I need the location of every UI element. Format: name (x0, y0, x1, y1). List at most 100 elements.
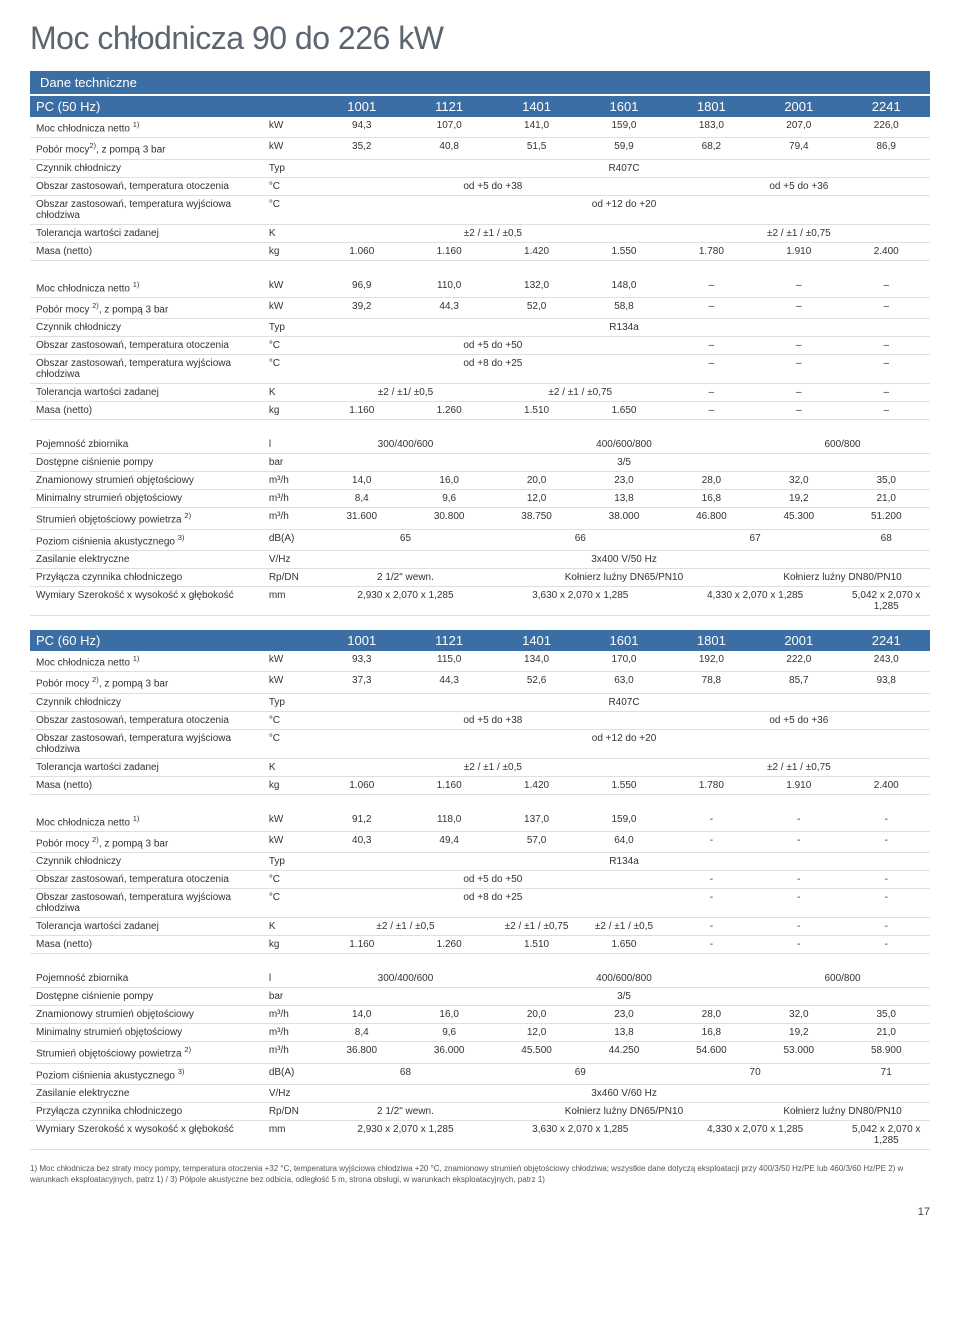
cell-value: 1.260 (405, 936, 492, 954)
row-unit: mm (263, 586, 318, 615)
row-unit: m³/h (263, 1006, 318, 1024)
row-label: Moc chłodnicza netto 1) (30, 117, 263, 138)
row-label: Obszar zastosowań, temperatura otoczenia (30, 177, 263, 195)
row-unit: °C (263, 871, 318, 889)
cell-group: 4,330 x 2,070 x 1,285 (668, 586, 843, 615)
cell-span: od +12 do +20 (318, 729, 930, 758)
row-unit: K (263, 384, 318, 402)
cell-group: - (755, 871, 842, 889)
cell-value: 79,4 (755, 138, 842, 159)
cell-value: 159,0 (580, 117, 667, 138)
cell-value: 1.160 (405, 242, 492, 260)
cell-value: 1.650 (580, 402, 667, 420)
cell-span: od +12 do +20 (318, 195, 930, 224)
cell-value: 32,0 (755, 1006, 842, 1024)
cell-group: 2,930 x 2,070 x 1,285 (318, 1120, 493, 1149)
row-label: Znamionowy strumień objętościowy (30, 1006, 263, 1024)
row-unit: mm (263, 1120, 318, 1149)
cell-group: – (842, 355, 930, 384)
row-label: Masa (netto) (30, 936, 263, 954)
cell-value: 58,8 (580, 297, 667, 318)
cell-value: 207,0 (755, 117, 842, 138)
table-row: Obszar zastosowań, temperatura otoczenia… (30, 337, 930, 355)
table-title: PC (50 Hz) (30, 96, 318, 117)
row-label: Minimalny strumień objętościowy (30, 1024, 263, 1042)
row-label: Dostępne ciśnienie pompy (30, 988, 263, 1006)
cell-group: 66 (493, 529, 668, 550)
cell-group: – (668, 384, 755, 402)
row-label: Moc chłodnicza netto 1) (30, 651, 263, 672)
row-label: Pobór mocy2), z pompą 3 bar (30, 138, 263, 159)
row-label: Czynnik chłodniczy (30, 159, 263, 177)
cell-value: 40,8 (405, 138, 492, 159)
cell-group: - (755, 918, 842, 936)
model-header: 2241 (842, 630, 930, 651)
cell-value: 1.420 (493, 776, 580, 794)
cell-value: 28,0 (668, 472, 755, 490)
row-label: Moc chłodnicza netto 1) (30, 277, 263, 298)
row-label: Tolerancja wartości zadanej (30, 384, 263, 402)
row-unit: m³/h (263, 1042, 318, 1063)
cell-value: 85,7 (755, 672, 842, 693)
row-label: Obszar zastosowań, temperatura otoczenia (30, 337, 263, 355)
row-unit: kW (263, 672, 318, 693)
cell-span: 3/5 (318, 988, 930, 1006)
model-header: 1801 (668, 96, 755, 117)
cell-group: 600/800 (755, 436, 930, 454)
cell-value: – (842, 297, 930, 318)
cell-group: – (755, 337, 842, 355)
cell-value: 1.650 (580, 936, 667, 954)
model-header: 1601 (580, 630, 667, 651)
cell-value: 21,0 (842, 1024, 930, 1042)
cell-value: – (668, 297, 755, 318)
cell-group: 5,042 x 2,070 x 1,285 (842, 586, 930, 615)
table-row: Obszar zastosowań, temperatura wyjściowa… (30, 355, 930, 384)
cell-value: 28,0 (668, 1006, 755, 1024)
cell-value: 49,4 (405, 831, 492, 852)
cell-group: - (842, 889, 930, 918)
cell-group: 400/600/800 (493, 436, 755, 454)
cell-value: 14,0 (318, 1006, 405, 1024)
cell-value: 46.800 (668, 508, 755, 529)
row-unit: V/Hz (263, 1084, 318, 1102)
cell-value: 51,5 (493, 138, 580, 159)
table-row: Pobór mocy2), z pompą 3 barkW35,240,851,… (30, 138, 930, 159)
cell-value: 31.600 (318, 508, 405, 529)
row-unit: V/Hz (263, 550, 318, 568)
cell-value: 23,0 (580, 1006, 667, 1024)
row-label: Pobór mocy 2), z pompą 3 bar (30, 831, 263, 852)
cell-value: 64,0 (580, 831, 667, 852)
table-row: Przyłącza czynnika chłodniczegoRp/DN2 1/… (30, 1102, 930, 1120)
row-label: Wymiary Szerokość x wysokość x głębokość (30, 1120, 263, 1149)
model-header: 2001 (755, 630, 842, 651)
cell-group: - (668, 918, 755, 936)
cell-value: 137,0 (493, 811, 580, 832)
table-60hz: PC (60 Hz)1001112114011601180120012241Mo… (30, 630, 930, 1150)
cell-value: 170,0 (580, 651, 667, 672)
table-row: Obszar zastosowań, temperatura otoczenia… (30, 871, 930, 889)
cell-value: 243,0 (842, 651, 930, 672)
cell-value: 44,3 (405, 672, 492, 693)
table-row: Wymiary Szerokość x wysokość x głębokość… (30, 586, 930, 615)
cell-span: 3/5 (318, 454, 930, 472)
model-header: 1401 (493, 96, 580, 117)
cell-value: 110,0 (405, 277, 492, 298)
cell-group: od +5 do +50 (318, 871, 668, 889)
cell-group: 65 (318, 529, 493, 550)
cell-group: 4,330 x 2,070 x 1,285 (668, 1120, 843, 1149)
table-row: Dostępne ciśnienie pompybar3/5 (30, 454, 930, 472)
cell-value: 16,0 (405, 472, 492, 490)
cell-value: 132,0 (493, 277, 580, 298)
cell-group: 67 (668, 529, 843, 550)
table-row: Moc chłodnicza netto 1)kW96,9110,0132,01… (30, 277, 930, 298)
row-label: Masa (netto) (30, 776, 263, 794)
row-label: Poziom ciśnienia akustycznego 3) (30, 529, 263, 550)
cell-value: 12,0 (493, 490, 580, 508)
cell-value: 2.400 (842, 242, 930, 260)
cell-group: Kołnierz luźny DN65/PN10 (493, 1102, 755, 1120)
cell-group: ±2 / ±1 / ±0,75 (493, 384, 668, 402)
cell-value: 21,0 (842, 490, 930, 508)
row-label: Czynnik chłodniczy (30, 853, 263, 871)
model-header: 1001 (318, 96, 405, 117)
row-label: Poziom ciśnienia akustycznego 3) (30, 1063, 263, 1084)
